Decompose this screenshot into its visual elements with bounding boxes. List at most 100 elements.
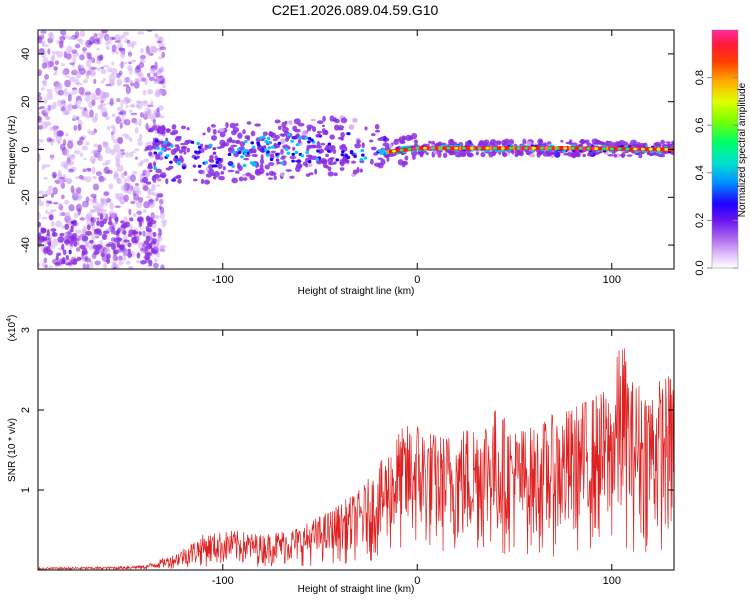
spectrogram-noise-cell (97, 98, 102, 106)
spectrogram-band-cell (249, 174, 256, 181)
spectrogram-noise-cell (129, 68, 133, 76)
spectrogram-noise-cell (54, 60, 60, 66)
spectrogram-band-cell (605, 140, 610, 147)
spectrogram-band-cell (166, 147, 171, 151)
spectrogram-noise-cell (108, 183, 114, 190)
spectrogram-noise-cell (53, 72, 58, 76)
spectrogram-peak-cell (605, 146, 610, 151)
spectrogram-ridge-cell (215, 160, 220, 164)
spectrogram-band-cell (151, 175, 157, 182)
spectrogram-band-cell (172, 157, 180, 162)
spectrogram-band-cell (243, 157, 250, 161)
spectrogram-noise-cell (82, 46, 87, 52)
spectrogram-noise-cell (99, 213, 104, 221)
spectrogram-noise-cell (90, 217, 94, 222)
snr-y-axis-title: SNR (10 * v/v) (7, 418, 18, 482)
spectrogram-peak-cell (563, 146, 568, 150)
spectrogram-noise-cell (96, 217, 100, 220)
spectrogram-noise-cell (78, 65, 83, 70)
spectrogram-noise-cell (81, 145, 89, 151)
spectrogram-noise-cell (44, 73, 50, 80)
spectrogram-ridge-cell (216, 157, 221, 162)
spectrogram-noise-cell (160, 264, 165, 269)
spectrogram-noise-cell (125, 98, 132, 103)
spectrogram-band-cell (262, 131, 268, 136)
spectrogram-band-cell (352, 117, 358, 123)
spectrogram-ridge-cell (280, 161, 285, 165)
spectrogram-noise-cell (122, 230, 127, 235)
spectrogram-noise-cell (84, 114, 91, 119)
spectrogram-noise-cell (77, 197, 81, 201)
spectrogram-noise-cell (142, 89, 147, 96)
spectrogram-noise-cell (68, 161, 72, 165)
spectrogram-band-cell (588, 151, 595, 156)
spectrogram-peak-cell (568, 146, 572, 151)
spectrogram-band-cell (295, 163, 303, 169)
spectrogram-ridge-cell (241, 149, 246, 153)
spectrogram-noise-cell (56, 39, 60, 45)
spectrogram-peak-cell (386, 149, 390, 155)
spectrogram-band-cell (171, 124, 177, 130)
spectrogram-ridge-cell (291, 159, 295, 163)
spectrogram-band-cell (148, 151, 153, 157)
spectrogram-noise-cell (151, 223, 157, 229)
spectrogram-noise-cell (38, 221, 42, 227)
spectrogram-noise-cell (83, 107, 87, 111)
chart-title: C2E1.2026.089.04.59.G10 (272, 2, 439, 18)
spectrogram-peak-cell (586, 147, 591, 150)
spectrogram-noise-cell (103, 141, 109, 147)
spectrogram-band-cell (281, 155, 287, 158)
spectrogram-ridge-cell (291, 152, 296, 156)
spectrogram-noise-cell (79, 30, 86, 38)
spectrogram-noise-cell (128, 208, 132, 216)
spectrogram-noise-cell (38, 153, 41, 162)
spectrogram-noise-cell (93, 251, 100, 255)
spectrogram-noise-cell (72, 114, 77, 122)
spectrogram-band-cell (327, 166, 332, 172)
spectrogram-peak-cell (449, 146, 453, 151)
spectrogram-peak-cell (498, 146, 502, 151)
spectrogram-noise-cell (142, 185, 149, 192)
spectrogram-peak-cell (516, 146, 521, 150)
spectrogram-noise-cell (101, 233, 108, 241)
spectrogram-noise-cell (139, 221, 143, 227)
snr-marks (38, 348, 674, 570)
spectrogram-ridge-cell (327, 149, 331, 153)
spectrogram-band-cell (323, 129, 328, 135)
spectrogram-noise-cell (148, 204, 154, 209)
spectrogram-noise-cell (63, 199, 70, 205)
spectrogram-x-tick-label: 0 (414, 274, 420, 286)
spectrogram-ridge-cell (192, 164, 197, 168)
spectrogram-noise-cell (68, 168, 74, 173)
spectrogram-noise-cell (146, 243, 152, 250)
spectrogram-noise-cell (65, 148, 70, 157)
spectrogram-noise-cell (102, 230, 110, 234)
spectrogram-noise-cell (127, 233, 133, 237)
spectrogram-peak-cell (622, 146, 626, 152)
spectrogram-noise-cell (106, 258, 111, 265)
spectrogram-noise-cell (113, 249, 119, 255)
spectrogram-peak-cell (508, 146, 513, 150)
spectrogram-noise-cell (81, 202, 87, 208)
spectrogram-noise-cell (141, 77, 146, 82)
spectrogram-band-cell (229, 122, 236, 129)
spectrogram-band-cell (619, 154, 626, 157)
spectrogram-noise-cell (50, 154, 54, 161)
spectrogram-noise-cell (123, 216, 128, 223)
spectrogram-noise-cell (147, 187, 151, 196)
spectrogram-band-cell (180, 125, 187, 130)
spectrogram-band-cell (359, 168, 363, 173)
spectrogram-noise-cell (127, 51, 133, 57)
spectrogram-noise-cell (71, 49, 78, 54)
spectrogram-noise-cell (79, 54, 85, 61)
spectrogram-ridge-cell (262, 135, 266, 139)
spectrogram-noise-cell (44, 121, 52, 127)
spectrogram-ridge-cell (277, 141, 282, 146)
spectrogram-noise-cell (47, 185, 54, 192)
spectrogram-peak-cell (531, 146, 536, 150)
spectrogram-noise-cell (96, 55, 103, 61)
spectrogram-noise-cell (139, 133, 143, 140)
spectrogram-peak-cell (438, 146, 443, 150)
spectrogram-band-cell (546, 153, 552, 157)
spectrogram-band-cell (210, 124, 216, 128)
